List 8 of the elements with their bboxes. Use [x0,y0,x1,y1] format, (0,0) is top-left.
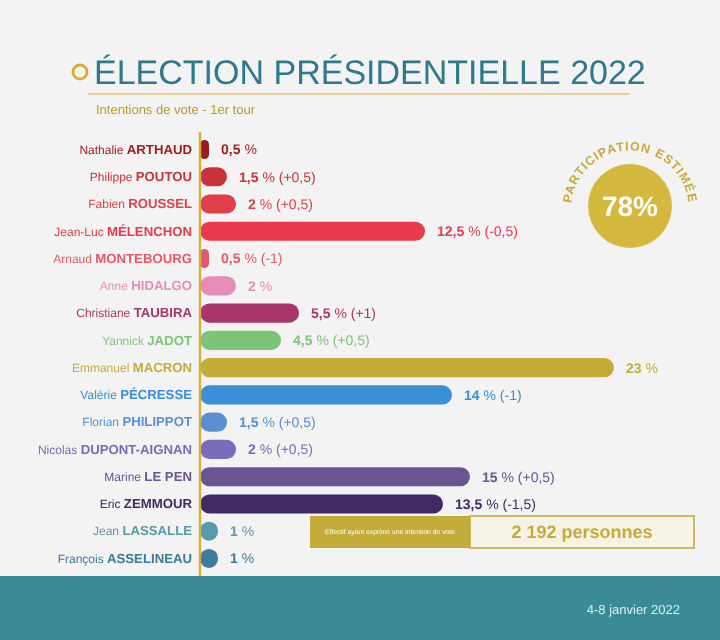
bar [200,303,299,323]
chart-title: ÉLECTION PRÉSIDENTIELLE 2022 [94,54,646,92]
bar [200,467,470,487]
bar [200,358,614,378]
bar [200,385,452,405]
annotation: 2 192 personnes [511,522,653,543]
bar [200,330,281,350]
bar [200,221,425,241]
